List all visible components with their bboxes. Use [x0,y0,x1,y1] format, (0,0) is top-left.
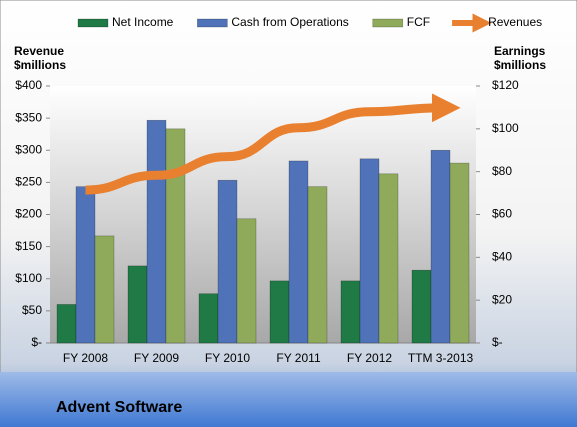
bar [75,186,96,344]
legend-swatch [77,18,109,28]
bar [378,173,399,344]
y-tick-label: $150 [15,239,42,253]
y2-tick-label: $40 [492,250,512,264]
y-tick-label: $300 [15,142,42,156]
x-tick-label: FY 2012 [347,351,392,365]
bar [146,119,167,344]
y-tick-label: $50 [22,303,42,317]
x-tick-label: FY 2009 [134,351,179,365]
bar [411,269,432,344]
y2-tick-label: $60 [492,207,512,221]
x-tick-label: FY 2010 [205,351,250,365]
bar [449,162,470,344]
x-tick-label: FY 2008 [63,351,108,365]
chart-title: Advent Software [56,399,182,416]
bar [340,280,361,344]
bar [165,128,186,344]
y2-tick-label: $100 [492,121,519,135]
y2-tick-label: $120 [492,78,519,92]
y-tick-label: $200 [15,207,42,221]
title-band [0,372,577,427]
bar [236,218,257,344]
plot-area [50,86,476,343]
y2-tick-label: $20 [492,292,512,306]
y-axis-label: $millions [14,58,66,72]
bar [127,265,148,344]
bar [217,179,238,344]
y2-tick-label: $80 [492,164,512,178]
bar [198,293,219,344]
legend-label: Revenues [488,15,542,29]
y-axis-label: Revenue [14,44,64,58]
bar [288,160,309,344]
y-tick-label: $- [31,335,42,349]
x-tick-label: FY 2011 [276,351,321,365]
legend-label: Cash from Operations [231,15,348,29]
legend-label: Net Income [112,15,174,29]
bar [56,304,77,344]
x-tick-label: TTM 3-2013 [408,351,474,365]
y2-axis-label: $millions [494,58,546,72]
y-tick-label: $400 [15,78,42,92]
bar [94,235,115,344]
y2-axis-label: Earnings [494,44,546,58]
bar [307,186,328,344]
y-tick-label: $350 [15,110,42,124]
y-tick-label: $100 [15,271,42,285]
y-tick-label: $250 [15,175,42,189]
bar [430,149,451,344]
legend-swatch [197,18,228,28]
bar [269,280,290,344]
revenue-line [85,93,461,195]
legend-swatch [372,18,404,28]
legend-label: FCF [407,15,430,29]
bar [359,158,380,344]
y2-tick-label: $- [492,335,503,349]
